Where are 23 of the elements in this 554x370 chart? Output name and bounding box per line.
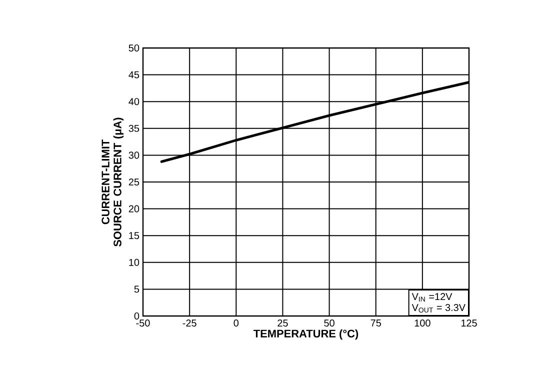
x-tick-label: -25 — [182, 320, 196, 327]
y-tick-label: 50 — [128, 44, 140, 52]
y-tick-label: 20 — [128, 205, 140, 212]
y-axis-title: CURRENT-LIMIT SOURCE CURRENT (μA) — [102, 118, 124, 247]
x-tick-label: 50 — [324, 320, 334, 327]
x-tick-label: 125 — [461, 320, 477, 327]
y-tick-label: 10 — [129, 258, 140, 266]
y-tick-label: 45 — [128, 71, 140, 78]
annotation: V$_{OUT}$ = 3.3V — [412, 304, 466, 313]
y-tick-label: 15 — [129, 232, 140, 240]
y-tick-label: 25 — [128, 178, 140, 186]
x-tick-label: 75 — [370, 320, 381, 326]
y-tick-label: 40 — [128, 98, 140, 106]
y-tick-label: 30 — [128, 152, 140, 159]
x-tick-label: 0 — [234, 320, 239, 327]
x-tick-label: 25 — [278, 320, 288, 327]
annotation: V$_{IN}$ =12V — [412, 293, 452, 302]
x-tick-label: 100 — [414, 320, 430, 327]
y-tick-label: 0 — [134, 312, 140, 320]
y-tick-label: 35 — [128, 124, 140, 132]
y-tick-label: 5 — [134, 286, 140, 293]
x-tick-label: -50 — [136, 320, 150, 327]
x-axis-title: TEMPERATURE (°C) — [254, 329, 358, 340]
